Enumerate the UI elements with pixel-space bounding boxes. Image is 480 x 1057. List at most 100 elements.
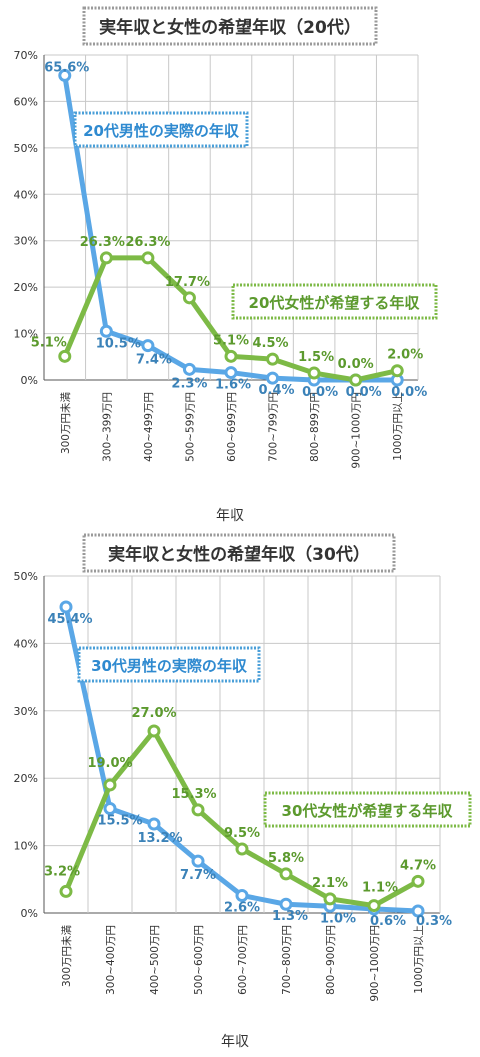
data-labels: 65.6%10.5%7.4%2.3% 1.6% 0.4% 0.0% 0.0% 0.0%5.… [31, 60, 428, 400]
x-tick-label: 500~600万円 [193, 925, 205, 995]
x-tick-label: 900~1000万円 [351, 392, 363, 469]
x-tick-label: 1000万円以上 [413, 925, 425, 994]
x-tick-label: 300万円未満 [60, 392, 72, 455]
y-tick-label: 50% [14, 570, 38, 583]
x-tick-label: 300~400万円 [105, 925, 117, 995]
x-tick-label: 900~1000万円 [369, 925, 381, 1002]
legend-box-men [77, 646, 261, 683]
data-point [103, 802, 117, 816]
x-axis-ticks: 300万円未満 300~400万円 400~500万円 500~600万円 600~70… [61, 925, 425, 1002]
data-label: 7.7% [180, 868, 216, 883]
data-label: 45.4% [47, 612, 92, 627]
y-tick-label: 50% [14, 142, 38, 155]
data-label: 2.3% [171, 376, 207, 391]
y-tick-label: 70% [14, 49, 38, 62]
data-label: 19.0% [87, 756, 132, 771]
x-axis-label: 年収 [221, 1034, 249, 1050]
data-label: 10.5% [96, 336, 141, 351]
plot-area [44, 576, 440, 913]
x-axis-ticks: 300万円未満 300~399万円 400~499万円 500~599万円 600~69… [60, 392, 404, 469]
data-point [147, 724, 161, 738]
data-point [99, 251, 113, 265]
y-tick-label: 10% [14, 328, 38, 341]
data-label: 1.5% [298, 350, 334, 365]
data-label: 1.0% [320, 911, 356, 926]
x-tick-label: 700~799万円 [268, 392, 280, 462]
data-point [59, 600, 73, 614]
x-tick-label: 300~399万円 [101, 392, 113, 462]
y-tick-label: 40% [14, 637, 38, 650]
data-point [266, 352, 280, 366]
y-tick-label: 20% [14, 281, 38, 294]
data-label: 1.6% [215, 378, 251, 393]
data-label: 2.0% [387, 348, 423, 363]
y-tick-label: 20% [14, 772, 38, 785]
data-label: 4.7% [400, 858, 436, 873]
x-tick-label: 1000万円以上 [392, 392, 404, 461]
y-tick-label: 40% [14, 188, 38, 201]
x-axis-label: 年収 [216, 508, 244, 524]
data-label: 1.3% [272, 909, 308, 924]
data-point [59, 884, 73, 898]
series-lines [59, 600, 425, 918]
data-point [141, 339, 155, 353]
data-point [411, 874, 425, 888]
data-point [99, 324, 113, 338]
data-label: 5.8% [268, 851, 304, 866]
data-point [266, 371, 280, 385]
data-label: 7.4% [136, 353, 172, 368]
data-point [58, 68, 72, 82]
title-frame [82, 533, 396, 573]
y-tick-label: 0% [21, 374, 38, 387]
data-label: 3.2% [44, 864, 80, 879]
data-label: 5.1% [213, 333, 249, 348]
legend-label-men: 30代男性の実際の年収 [91, 657, 248, 675]
y-tick-label: 30% [14, 235, 38, 248]
data-label: 9.5% [224, 826, 260, 841]
data-label: 2.6% [224, 900, 260, 915]
data-label: 0.4% [259, 383, 295, 398]
x-tick-label: 700~800万円 [281, 925, 293, 995]
x-tick-label: 600~699万円 [226, 392, 238, 462]
data-point [191, 803, 205, 817]
data-label: 26.3% [125, 235, 170, 250]
data-point [390, 364, 404, 378]
y-tick-label: 0% [21, 907, 38, 920]
legend-label-women: 20代女性が希望する年収 [249, 294, 421, 312]
data-label: 4.5% [253, 336, 289, 351]
data-label: 13.2% [137, 831, 182, 846]
x-tick-label: 400~499万円 [143, 392, 155, 462]
data-point [191, 854, 205, 868]
y-axis-ticks: 0% 10% 20% 30% 40% 50% 60% 70% [14, 49, 38, 387]
data-label: 17.7% [165, 275, 210, 290]
data-point [182, 291, 196, 305]
data-label: 0.6% [370, 914, 406, 929]
data-label: 0.3% [416, 914, 452, 929]
series-lines [58, 68, 404, 387]
data-label: 27.0% [131, 706, 176, 721]
legend-box-women [263, 791, 472, 828]
data-point [224, 366, 238, 380]
data-point [323, 892, 337, 906]
chart-20s: 0% 10% 20% 30% 40% 50% 60% 70% 300万円未満 300~399万円… [14, 6, 438, 524]
data-label: 15.5% [97, 814, 142, 829]
data-point [147, 817, 161, 831]
data-point [182, 362, 196, 376]
chart-title: 実年収と女性の希望年収（20代） [99, 17, 361, 38]
data-label: 0.0% [346, 385, 382, 400]
data-point [411, 904, 425, 918]
data-label: 2.1% [312, 876, 348, 891]
legend-label-men: 20代男性の実際の年収 [83, 122, 240, 140]
data-point [224, 349, 238, 363]
y-tick-label: 10% [14, 840, 38, 853]
data-label: 0.0% [338, 357, 374, 372]
chart-title: 実年収と女性の希望年収（30代） [108, 544, 370, 565]
data-label: 5.1% [31, 335, 67, 350]
x-tick-label: 500~599万円 [184, 392, 196, 462]
title-frame [82, 6, 378, 46]
data-point [279, 897, 293, 911]
y-axis-ticks: 0% 10% 20% 30% 40% 50% [14, 570, 38, 920]
data-point [307, 366, 321, 380]
data-point [235, 842, 249, 856]
